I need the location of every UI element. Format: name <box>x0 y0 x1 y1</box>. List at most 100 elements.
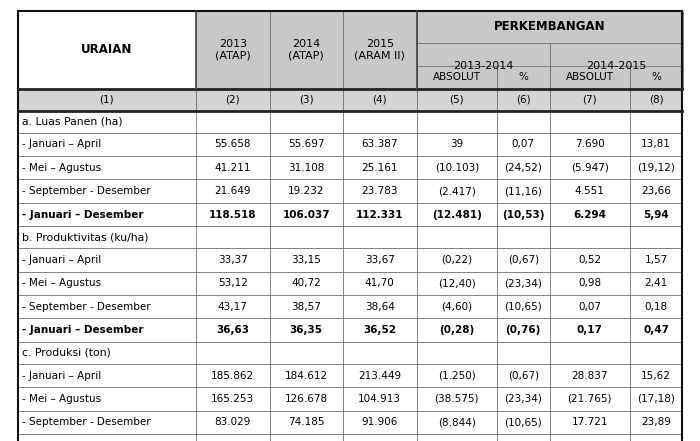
Bar <box>497 318 550 342</box>
Bar <box>630 203 682 226</box>
Text: 55.697: 55.697 <box>288 139 325 149</box>
Text: (10.103): (10.103) <box>435 163 479 173</box>
Text: 33,15: 33,15 <box>291 255 321 265</box>
Text: 0,98: 0,98 <box>578 278 601 288</box>
Bar <box>196 248 270 272</box>
Text: (0,67): (0,67) <box>508 255 539 265</box>
Text: (0,22): (0,22) <box>441 255 472 265</box>
Bar <box>497 295 550 318</box>
Bar <box>196 411 270 434</box>
Bar <box>343 318 416 342</box>
Text: 6.294: 6.294 <box>573 209 606 220</box>
Text: - September - Desember: - September - Desember <box>22 417 151 427</box>
Bar <box>270 342 343 364</box>
Text: 1,57: 1,57 <box>645 255 668 265</box>
Bar <box>550 111 630 133</box>
Bar <box>630 179 682 203</box>
Bar <box>270 272 343 295</box>
Bar <box>497 434 550 441</box>
Bar <box>497 226 550 248</box>
Text: 2014
(ATAP): 2014 (ATAP) <box>288 39 324 61</box>
Bar <box>550 364 630 387</box>
Bar <box>550 272 630 295</box>
Text: 38,57: 38,57 <box>291 302 321 312</box>
Text: 36,63: 36,63 <box>216 325 249 335</box>
Bar <box>196 272 270 295</box>
Text: b. Produktivitas (ku/ha): b. Produktivitas (ku/ha) <box>22 232 149 242</box>
Bar <box>630 411 682 434</box>
Text: 106.037: 106.037 <box>282 209 330 220</box>
Bar <box>416 179 497 203</box>
Bar <box>270 295 343 318</box>
Bar <box>18 156 196 179</box>
Text: - Januari – Desember: - Januari – Desember <box>22 325 144 335</box>
Bar <box>18 89 196 111</box>
Bar <box>497 89 550 111</box>
Bar <box>630 89 682 111</box>
Bar <box>18 248 196 272</box>
Bar <box>630 295 682 318</box>
Bar <box>196 434 270 441</box>
Bar <box>196 179 270 203</box>
Text: (5.947): (5.947) <box>570 163 609 173</box>
Text: 23,66: 23,66 <box>641 186 671 196</box>
Text: %: % <box>518 72 528 82</box>
Bar <box>270 226 343 248</box>
Text: - Mei – Agustus: - Mei – Agustus <box>22 278 102 288</box>
Bar <box>630 133 682 156</box>
Text: 63.387: 63.387 <box>361 139 398 149</box>
Bar <box>270 203 343 226</box>
Bar <box>196 226 270 248</box>
Bar <box>630 111 682 133</box>
Text: 23,89: 23,89 <box>641 417 671 427</box>
Bar <box>550 226 630 248</box>
Bar <box>630 226 682 248</box>
Text: 74.185: 74.185 <box>288 417 325 427</box>
Bar <box>630 248 682 272</box>
Bar <box>270 387 343 411</box>
Bar <box>196 364 270 387</box>
Bar <box>18 272 196 295</box>
Text: a. Luas Panen (ha): a. Luas Panen (ha) <box>22 117 123 127</box>
Text: (6): (6) <box>516 95 531 105</box>
Bar <box>18 434 196 441</box>
Bar <box>270 111 343 133</box>
Bar <box>343 364 416 387</box>
Text: (12.481): (12.481) <box>432 209 482 220</box>
Text: PERKEMBANGAN: PERKEMBANGAN <box>494 20 606 34</box>
Bar <box>18 364 196 387</box>
Bar <box>343 272 416 295</box>
Text: (4,60): (4,60) <box>441 302 472 312</box>
Text: (10,53): (10,53) <box>502 209 545 220</box>
Bar <box>18 226 682 248</box>
Text: (0,76): (0,76) <box>505 325 541 335</box>
Text: (21.765): (21.765) <box>568 394 612 404</box>
Text: (1): (1) <box>99 95 114 105</box>
Text: - Januari – Desember: - Januari – Desember <box>22 209 144 220</box>
Text: (17,18): (17,18) <box>637 394 676 404</box>
Bar <box>270 248 343 272</box>
Text: (23,34): (23,34) <box>504 394 542 404</box>
Bar <box>416 318 497 342</box>
Text: ABSOLUT: ABSOLUT <box>433 72 481 82</box>
Text: 38,64: 38,64 <box>365 302 395 312</box>
Text: 2015
(ARAM II): 2015 (ARAM II) <box>354 39 405 61</box>
Bar <box>196 111 270 133</box>
Text: 185.862: 185.862 <box>211 370 254 381</box>
Bar <box>550 248 630 272</box>
Text: - Januari – April: - Januari – April <box>22 139 102 149</box>
Bar <box>18 318 196 342</box>
Bar <box>343 156 416 179</box>
Text: 0,07: 0,07 <box>578 302 601 312</box>
Bar <box>196 133 270 156</box>
Text: 213.449: 213.449 <box>358 370 401 381</box>
Text: 118.518: 118.518 <box>209 209 256 220</box>
Text: - Mei – Agustus: - Mei – Agustus <box>22 163 102 173</box>
Bar <box>497 342 550 364</box>
Text: 25.161: 25.161 <box>361 163 398 173</box>
Text: 33,37: 33,37 <box>218 255 248 265</box>
Text: 2013
(ATAP): 2013 (ATAP) <box>215 39 251 61</box>
Text: %: % <box>651 72 661 82</box>
Text: 2014-2015: 2014-2015 <box>586 61 646 71</box>
Bar <box>630 387 682 411</box>
